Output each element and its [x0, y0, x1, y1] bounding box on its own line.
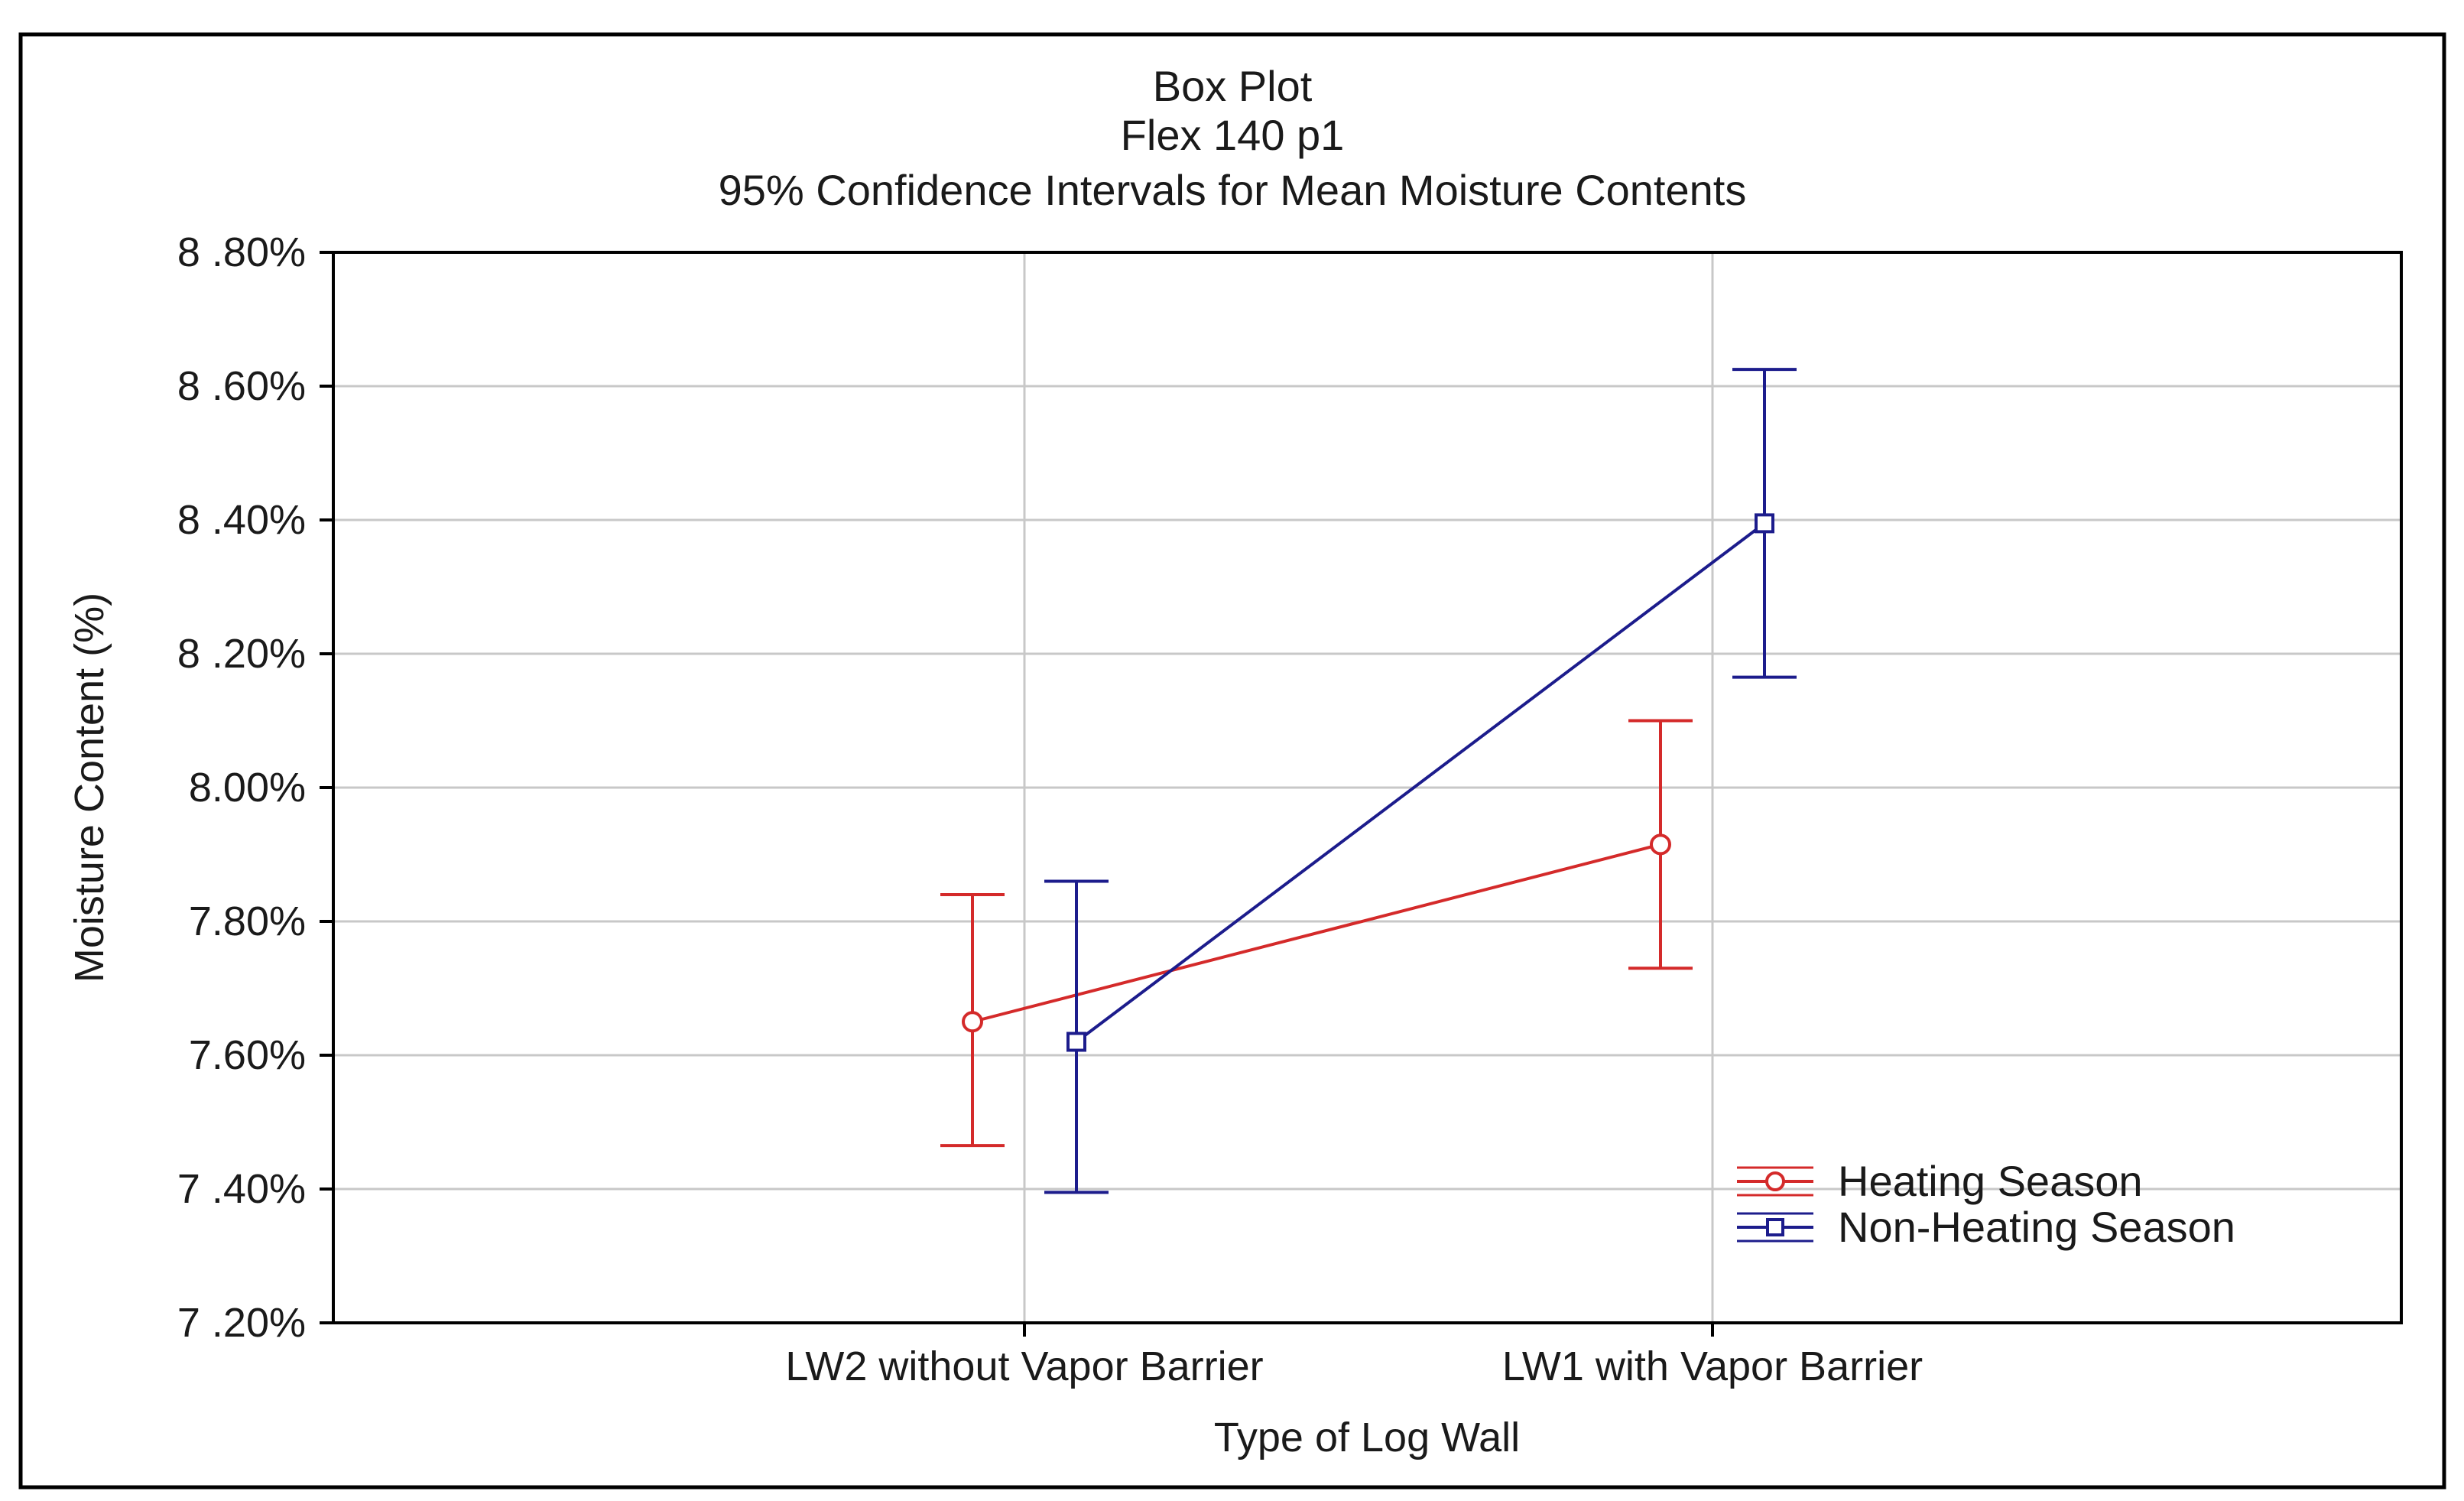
- y-tick-label: 8 .60%: [177, 363, 306, 409]
- series: [940, 368, 1797, 1194]
- legend-label: Heating Season: [1838, 1157, 2143, 1205]
- y-tick-label: 7 .40%: [177, 1166, 306, 1212]
- data-point: [1650, 833, 1671, 856]
- y-tick-label: 7.60%: [189, 1032, 306, 1078]
- chart-title: Box Plot Flex 140 p1 95% Confidence Inte…: [719, 62, 1747, 214]
- legend-marker: [1766, 1218, 1784, 1236]
- x-tick-label: LW2 without Vapor Barrier: [785, 1343, 1263, 1389]
- y-tick-label: 8 .20%: [177, 631, 306, 677]
- x-tick-label: LW1 with Vapor Barrier: [1502, 1343, 1923, 1389]
- legend-label: Non-Heating Season: [1838, 1203, 2235, 1251]
- series-line: [1075, 521, 1766, 1044]
- data-point: [1066, 1032, 1086, 1052]
- legend-marker: [1765, 1171, 1785, 1191]
- y-tick-label: 8 .40%: [177, 497, 306, 543]
- y-tick-label: 8.00%: [189, 765, 306, 811]
- gridlines: [333, 252, 2401, 1323]
- y-axis: 8 .80% 8 .60% 8 .40% 8 .20% 8.00% 7.80% 7.60% 7…: [177, 229, 333, 1346]
- y-tick-label: 7 .20%: [177, 1300, 306, 1346]
- series-line: [972, 843, 1661, 1024]
- data-point: [1755, 513, 1774, 534]
- x-axis: LW2 without Vapor Barrier LW1 with Vapor …: [785, 1323, 1923, 1389]
- x-axis-title: Type of Log Wall: [1214, 1415, 1520, 1460]
- y-tick-label: 7.80%: [189, 898, 306, 944]
- title-line-1: Box Plot: [1153, 62, 1313, 110]
- data-point: [962, 1011, 983, 1033]
- title-line-2: Flex 140 p1: [1121, 111, 1345, 159]
- y-tick-label: 8 .80%: [177, 229, 306, 275]
- y-axis-title: Moisture Content (%): [67, 593, 112, 983]
- outer-frame: [18, 32, 2446, 1490]
- title-line-3: 95% Confidence Intervals for Mean Moistu…: [719, 166, 1747, 214]
